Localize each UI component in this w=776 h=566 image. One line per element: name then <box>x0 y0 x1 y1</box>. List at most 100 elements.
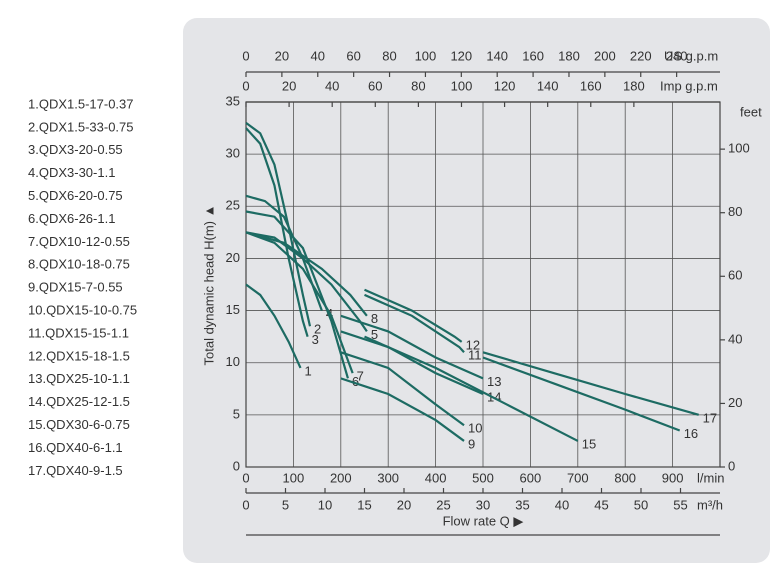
legend-item: 9.QDX15-7-0.55 <box>28 280 123 295</box>
x-tick-label: 600 <box>520 470 542 485</box>
curve-label: 3 <box>312 332 319 347</box>
m3h-tick-label: 15 <box>357 497 371 512</box>
x-tick-label: 400 <box>425 470 447 485</box>
m3h-tick-label: 55 <box>673 497 687 512</box>
us_gpm-tick-label: 80 <box>382 48 396 63</box>
m3h-tick-label: 35 <box>515 497 529 512</box>
curve-label: 8 <box>371 311 378 326</box>
curve-label: 10 <box>468 421 482 436</box>
legend-item: 4.QDX3-30-1.1 <box>28 165 115 180</box>
y-tick-label: 20 <box>226 250 240 265</box>
imp_gpm-tick-label: 100 <box>451 78 473 93</box>
y-tick-label: 0 <box>233 458 240 473</box>
m3h-tick-label: 30 <box>476 497 490 512</box>
us_gpm-tick-label: 120 <box>450 48 472 63</box>
curve-label: 15 <box>582 436 596 451</box>
imp_gpm-tick-label: 60 <box>368 78 382 93</box>
y-tick-label: 30 <box>226 146 240 161</box>
curve-label: 5 <box>371 327 378 342</box>
m3h-label: m³/h <box>697 497 723 512</box>
legend-item: 8.QDX10-18-0.75 <box>28 257 130 272</box>
legend-item: 2.QDX1.5-33-0.75 <box>28 119 134 134</box>
us_gpm-tick-label: 20 <box>275 48 289 63</box>
us_gpm-tick-label: 240 <box>666 48 688 63</box>
curve-label: 2 <box>314 322 321 337</box>
us_gpm-label: US g.p.m <box>664 48 718 63</box>
pump-curve <box>245 127 309 337</box>
pump-curve <box>340 330 484 396</box>
pump-curve <box>482 351 699 416</box>
y-tick-label: 35 <box>226 93 240 108</box>
m3h-tick-label: 25 <box>436 497 450 512</box>
y-tick-label: 5 <box>233 406 240 421</box>
curve-label: 11 <box>468 348 482 363</box>
pump-curve <box>245 231 354 374</box>
curve-label: 17 <box>703 410 717 425</box>
m3h-tick-label: 5 <box>282 497 289 512</box>
pump-curve <box>245 121 312 327</box>
legend-item: 10.QDX15-10-0.75 <box>28 303 137 318</box>
m3h-tick-label: 50 <box>634 497 648 512</box>
curve-label: 16 <box>684 426 698 441</box>
pump-curve <box>245 231 368 317</box>
x-unit: l/min <box>697 470 724 485</box>
legend-item: 16.QDX40-6-1.1 <box>28 440 123 455</box>
x-axis-label: Flow rate Q ▶ <box>443 513 524 528</box>
us_gpm-tick-label: 220 <box>630 48 652 63</box>
legend-item: 13.QDX25-10-1.1 <box>28 371 130 386</box>
curve-label: 13 <box>487 374 501 389</box>
y-tick-label: 10 <box>226 354 240 369</box>
imp_gpm-tick-label: 40 <box>325 78 339 93</box>
legend-item: 15.QDX30-6-0.75 <box>28 417 130 432</box>
y-axis-label: Total dynamic head H(m) ▲ <box>201 205 216 366</box>
imp_gpm-tick-label: 140 <box>537 78 559 93</box>
pump-curve <box>340 314 484 380</box>
m3h-tick-label: 20 <box>397 497 411 512</box>
us_gpm-tick-label: 180 <box>558 48 580 63</box>
legend-item: 17.QDX40-9-1.5 <box>28 463 123 478</box>
legend-item: 11.QDX15-15-1.1 <box>28 325 129 340</box>
pump-curve <box>364 293 465 354</box>
y2-tick-label: 20 <box>728 395 742 410</box>
m3h-tick-label: 0 <box>242 497 249 512</box>
x-tick-label: 700 <box>567 470 589 485</box>
curve-label: 7 <box>357 369 364 384</box>
pump-curve <box>245 283 302 369</box>
imp_gpm-tick-label: 80 <box>411 78 425 93</box>
legend-item: 3.QDX3-20-0.55 <box>28 142 123 157</box>
legend-item: 1.QDX1.5-17-0.37 <box>28 96 134 111</box>
imp_gpm-label: Imp g.p.m <box>660 78 718 93</box>
legend-item: 5.QDX6-20-0.75 <box>28 188 123 203</box>
pump-curve <box>340 377 465 442</box>
legend-item: 7.QDX10-12-0.55 <box>28 234 130 249</box>
y2-tick-label: 80 <box>728 204 742 219</box>
us_gpm-tick-label: 60 <box>346 48 360 63</box>
x-tick-label: 300 <box>377 470 399 485</box>
us_gpm-tick-label: 0 <box>242 48 249 63</box>
pump-curve <box>482 356 681 432</box>
us_gpm-tick-label: 100 <box>415 48 437 63</box>
pump-curve <box>364 288 463 343</box>
x-tick-label: 500 <box>472 470 494 485</box>
x-tick-label: 100 <box>283 470 305 485</box>
curve-label: 12 <box>466 337 480 352</box>
legend-item: 14.QDX25-12-1.5 <box>28 394 130 409</box>
legend-item: 6.QDX6-26-1.1 <box>28 211 115 226</box>
pump-curve <box>364 335 579 442</box>
us_gpm-tick-label: 160 <box>522 48 544 63</box>
m3h-tick-label: 40 <box>555 497 569 512</box>
us_gpm-tick-label: 200 <box>594 48 616 63</box>
y-tick-label: 25 <box>226 198 240 213</box>
pump-curve <box>245 210 349 379</box>
x-tick-label: 800 <box>614 470 636 485</box>
y2-tick-label: 100 <box>728 141 750 156</box>
m3h-tick-label: 10 <box>318 497 332 512</box>
y2-tick-label: 40 <box>728 331 742 346</box>
y2-tick-label: 60 <box>728 268 742 283</box>
x-tick-label: 0 <box>242 470 249 485</box>
m3h-tick-label: 45 <box>594 497 608 512</box>
curve-label: 1 <box>305 363 312 378</box>
imp_gpm-tick-label: 160 <box>580 78 602 93</box>
x-tick-label: 900 <box>662 470 684 485</box>
